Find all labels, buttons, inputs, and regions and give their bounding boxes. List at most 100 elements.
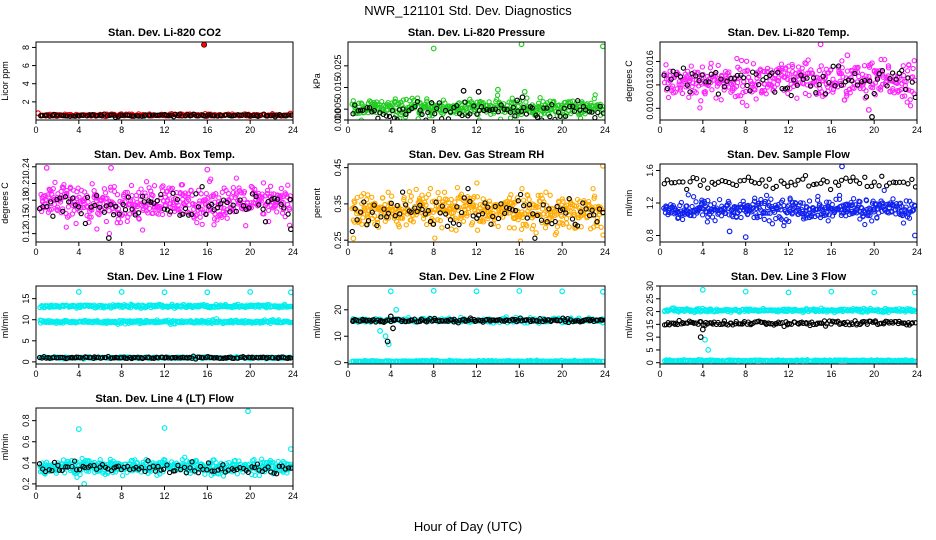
data-point [775, 75, 782, 81]
data-point [542, 225, 549, 231]
data-point [129, 206, 135, 212]
x-tick-label: 8 [743, 247, 748, 257]
data-point [480, 219, 487, 225]
data-point [533, 230, 539, 236]
data-point [354, 217, 360, 223]
data-point [188, 112, 195, 118]
data-point [903, 198, 909, 204]
data-point [122, 355, 129, 361]
data-point [876, 71, 882, 77]
data-point [81, 204, 87, 211]
data-point [352, 102, 358, 108]
data-points [661, 42, 917, 120]
data-point [571, 209, 577, 215]
data-point [732, 93, 739, 100]
outlier-point [387, 313, 394, 320]
data-point [288, 112, 293, 118]
data-point [807, 83, 814, 89]
data-point [408, 209, 414, 215]
data-point [707, 65, 714, 71]
data-point [706, 79, 712, 85]
data-point [850, 196, 857, 202]
data-point [139, 193, 146, 199]
data-point [679, 90, 686, 97]
data-point [713, 95, 719, 101]
y-tick-label: 0 [21, 359, 31, 364]
data-point [62, 194, 69, 200]
data-point [476, 117, 482, 120]
y-tick-label: 2 [21, 99, 31, 104]
data-point [711, 200, 717, 207]
data-point [867, 78, 873, 84]
data-point [424, 221, 430, 228]
data-point [423, 117, 429, 120]
data-point [494, 92, 501, 98]
data-point [539, 117, 545, 120]
data-point [514, 195, 521, 201]
data-point [256, 202, 262, 208]
series-black [350, 313, 605, 345]
data-point [849, 202, 856, 208]
data-point [403, 111, 409, 118]
panel-3: Stan. Dev. Li-820 Temp.degrees C0 4 8 12 16 2… [624, 27, 922, 135]
data-point [103, 218, 110, 225]
data-point [520, 197, 527, 203]
data-point [47, 199, 54, 205]
data-point [385, 189, 391, 195]
data-point [677, 87, 683, 93]
data-point [392, 96, 398, 102]
data-point [364, 105, 370, 111]
data-point [517, 238, 524, 242]
x-tick-label: 12 [783, 125, 793, 135]
data-point [401, 194, 407, 201]
x-tick-label: 20 [557, 369, 567, 379]
data-point [80, 112, 86, 119]
x-tick-label: 0 [657, 247, 662, 257]
data-point [217, 355, 224, 361]
data-point [151, 183, 158, 189]
y-axis-label: ml/min [624, 312, 634, 339]
data-point [213, 191, 219, 197]
data-point [562, 113, 569, 119]
data-point [462, 99, 468, 105]
data-point [261, 211, 267, 217]
data-point [785, 183, 791, 189]
data-point [71, 201, 78, 207]
data-point [169, 185, 175, 191]
outlier-point [516, 288, 523, 294]
data-point [881, 56, 888, 63]
data-point [537, 95, 543, 101]
data-point [755, 79, 761, 85]
data-point [286, 206, 293, 213]
outlier-point [600, 288, 605, 295]
data-point [907, 103, 914, 109]
data-point [738, 214, 744, 221]
x-tick-label: 8 [431, 369, 436, 379]
data-point [371, 202, 377, 208]
data-point [543, 189, 549, 195]
data-point [450, 209, 457, 216]
data-point [893, 76, 899, 82]
data-point [489, 106, 495, 113]
data-point [357, 107, 364, 113]
data-point [136, 355, 142, 361]
data-point [223, 112, 229, 118]
data-point [583, 206, 589, 212]
data-point [900, 179, 907, 185]
outlier-point [108, 164, 114, 171]
data-point [423, 202, 429, 208]
data-point [569, 216, 576, 222]
x-tick-label: 16 [202, 369, 212, 379]
data-point [136, 113, 142, 119]
data-point [146, 205, 153, 212]
y-tick-label: 6 [21, 63, 31, 68]
data-point [592, 92, 598, 98]
data-point [427, 218, 434, 225]
data-point [274, 209, 280, 215]
data-point [361, 199, 367, 205]
outlier-point [384, 338, 391, 345]
data-point [789, 61, 795, 68]
data-point [208, 354, 215, 361]
data-point [673, 71, 680, 78]
